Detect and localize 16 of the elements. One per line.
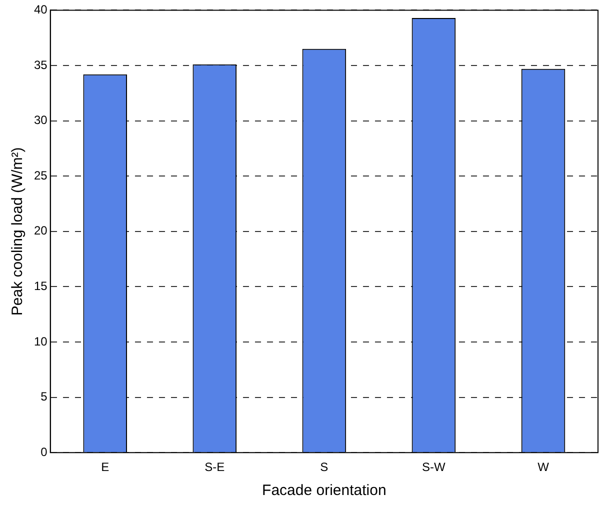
y-tick-label: 30 — [34, 113, 48, 128]
y-tick-label: 15 — [34, 279, 48, 294]
y-tick-label: 10 — [34, 334, 48, 348]
x-axis-title: Facade orientation — [262, 482, 386, 500]
y-tick-label: 25 — [34, 168, 48, 182]
y-tick-label: 0 — [40, 444, 48, 459]
y-tick-label: 20 — [34, 224, 48, 238]
x-tick-label: S-E — [204, 460, 225, 474]
y-tick-label: 40 — [34, 2, 48, 17]
y-axis-title: Peak cooling load (W/m²) — [9, 147, 26, 316]
y-tick-label: 5 — [40, 390, 48, 404]
x-tick-label: S-W — [422, 460, 446, 474]
x-tick-label: S — [320, 460, 328, 474]
y-tick-label: 35 — [34, 58, 48, 72]
x-tick-label: W — [538, 460, 550, 474]
x-tick-label: E — [101, 460, 110, 474]
